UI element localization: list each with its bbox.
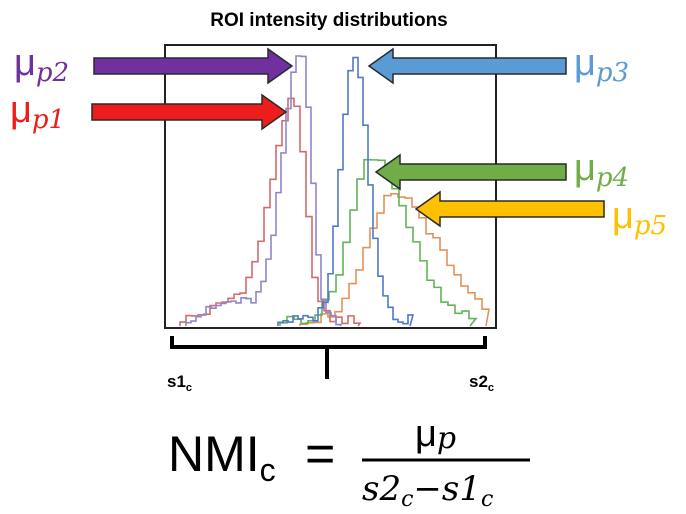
plot-frame: [164, 44, 497, 329]
label-s1c: s1c: [167, 372, 192, 394]
formula-numerator: μp: [415, 413, 456, 456]
label-s2c: s2c: [469, 372, 494, 394]
histogram-group: [179, 55, 490, 327]
formula-equals: =: [305, 425, 335, 483]
label-mu-p2: μp2: [14, 42, 69, 88]
arrow-p5: [414, 190, 605, 228]
label-mu-p1: μp1: [10, 89, 65, 135]
label-mu-p3: μp3: [574, 42, 629, 88]
histogram-p1: [179, 97, 362, 327]
formula-denominator: s2c−s1c: [362, 469, 493, 509]
diagram-title: ROI intensity distributions: [210, 10, 448, 31]
histogram-p3: [277, 56, 415, 327]
arrow-p1: [91, 93, 288, 131]
arrow-p3: [367, 47, 567, 85]
nmi-formula: NMIc = μp s2c−s1c: [168, 413, 530, 512]
range-brace: [170, 336, 487, 379]
arrow-p2: [93, 47, 294, 85]
histogram-p2: [185, 55, 343, 327]
label-mu-p4: μp4: [574, 147, 629, 193]
histogram-p5: [299, 193, 490, 327]
histogram-p4: [279, 158, 478, 327]
arrow-p4: [374, 153, 567, 191]
formula-lhs: NMIc: [168, 426, 276, 488]
label-mu-p5: μp5: [612, 195, 667, 241]
